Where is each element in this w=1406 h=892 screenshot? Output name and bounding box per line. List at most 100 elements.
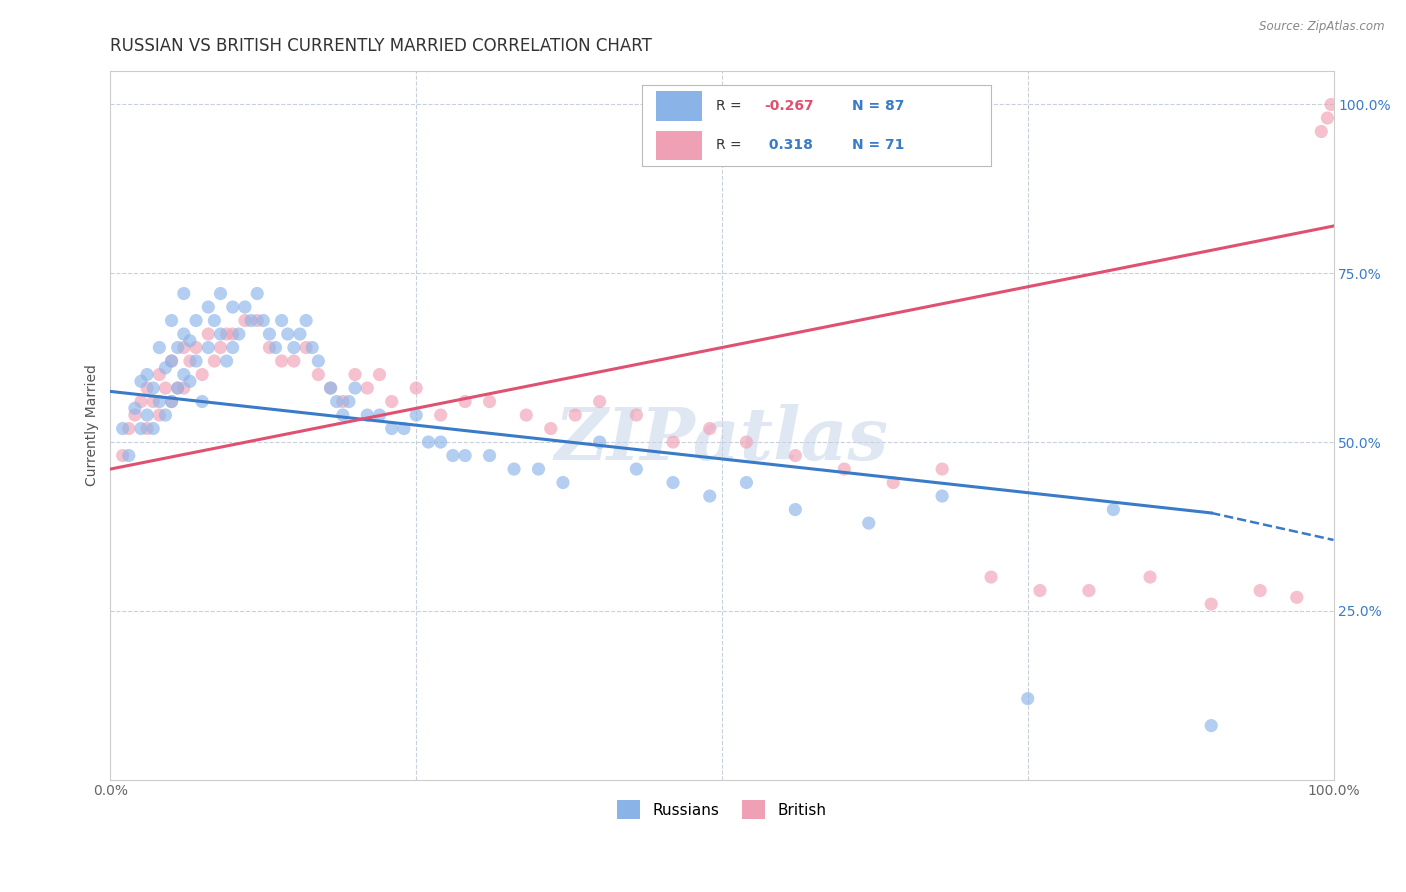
Point xyxy=(118,421,141,435)
Point xyxy=(735,435,758,450)
Point xyxy=(264,341,287,355)
Point xyxy=(202,354,225,368)
Point xyxy=(259,326,281,341)
Point xyxy=(301,341,323,355)
Point xyxy=(179,334,201,348)
Point xyxy=(319,381,342,395)
Point xyxy=(160,394,183,409)
Point xyxy=(1320,97,1343,112)
Point xyxy=(166,381,188,395)
Point xyxy=(124,401,146,416)
Point xyxy=(295,341,318,355)
Point xyxy=(148,341,170,355)
Point xyxy=(173,381,195,395)
Legend: Russians, British: Russians, British xyxy=(612,794,832,825)
Point xyxy=(441,449,464,463)
Point xyxy=(337,394,360,409)
Point xyxy=(418,435,440,450)
Point xyxy=(332,408,354,422)
Point xyxy=(179,354,201,368)
Point xyxy=(540,421,562,435)
Point xyxy=(111,449,134,463)
Point xyxy=(252,313,274,327)
Point xyxy=(356,381,378,395)
Point xyxy=(503,462,526,476)
Point xyxy=(344,381,367,395)
Point xyxy=(1199,718,1222,732)
Point xyxy=(785,449,807,463)
Text: ZIPatlas: ZIPatlas xyxy=(555,404,889,475)
Point xyxy=(295,313,318,327)
Point xyxy=(980,570,1002,584)
Point xyxy=(858,516,880,530)
Point xyxy=(1102,502,1125,516)
Point xyxy=(142,394,165,409)
Point xyxy=(118,449,141,463)
Point xyxy=(332,394,354,409)
Point xyxy=(1316,111,1339,125)
Point xyxy=(662,475,685,490)
Point xyxy=(184,313,207,327)
Point xyxy=(551,475,574,490)
Point xyxy=(160,394,183,409)
Point xyxy=(173,368,195,382)
Point xyxy=(564,408,586,422)
Point xyxy=(179,374,201,388)
Point xyxy=(191,368,214,382)
Point xyxy=(246,286,269,301)
Point xyxy=(142,381,165,395)
Point xyxy=(1310,124,1333,138)
Point xyxy=(588,435,610,450)
Point xyxy=(202,313,225,327)
Point xyxy=(368,408,391,422)
Point xyxy=(215,326,238,341)
Point xyxy=(136,408,159,422)
Point xyxy=(129,421,152,435)
Point xyxy=(277,326,299,341)
Point xyxy=(626,462,648,476)
Point xyxy=(197,326,219,341)
Point xyxy=(166,341,188,355)
Point xyxy=(233,300,256,314)
Point xyxy=(1249,583,1271,598)
Point xyxy=(160,354,183,368)
Point xyxy=(233,313,256,327)
Point xyxy=(882,475,904,490)
Point xyxy=(405,381,427,395)
Point xyxy=(1199,597,1222,611)
Point xyxy=(307,354,329,368)
Point xyxy=(197,341,219,355)
Point xyxy=(209,341,232,355)
Point xyxy=(288,326,311,341)
Point xyxy=(1017,691,1039,706)
Point xyxy=(588,394,610,409)
Point xyxy=(129,394,152,409)
Point xyxy=(136,421,159,435)
Point xyxy=(215,354,238,368)
Point xyxy=(454,394,477,409)
Point xyxy=(356,408,378,422)
Point xyxy=(136,368,159,382)
Point xyxy=(148,394,170,409)
Point xyxy=(166,381,188,395)
Point xyxy=(129,374,152,388)
Point xyxy=(148,408,170,422)
Point xyxy=(381,421,404,435)
Point xyxy=(735,475,758,490)
Point xyxy=(111,421,134,435)
Point xyxy=(1077,583,1099,598)
Point xyxy=(160,313,183,327)
Point xyxy=(197,300,219,314)
Point xyxy=(478,394,501,409)
Point xyxy=(142,421,165,435)
Point xyxy=(270,354,292,368)
Point xyxy=(246,313,269,327)
Point xyxy=(344,368,367,382)
Point xyxy=(527,462,550,476)
Point xyxy=(259,341,281,355)
Point xyxy=(148,368,170,382)
Point xyxy=(319,381,342,395)
Point xyxy=(136,381,159,395)
Point xyxy=(155,360,177,375)
Point xyxy=(1139,570,1161,584)
